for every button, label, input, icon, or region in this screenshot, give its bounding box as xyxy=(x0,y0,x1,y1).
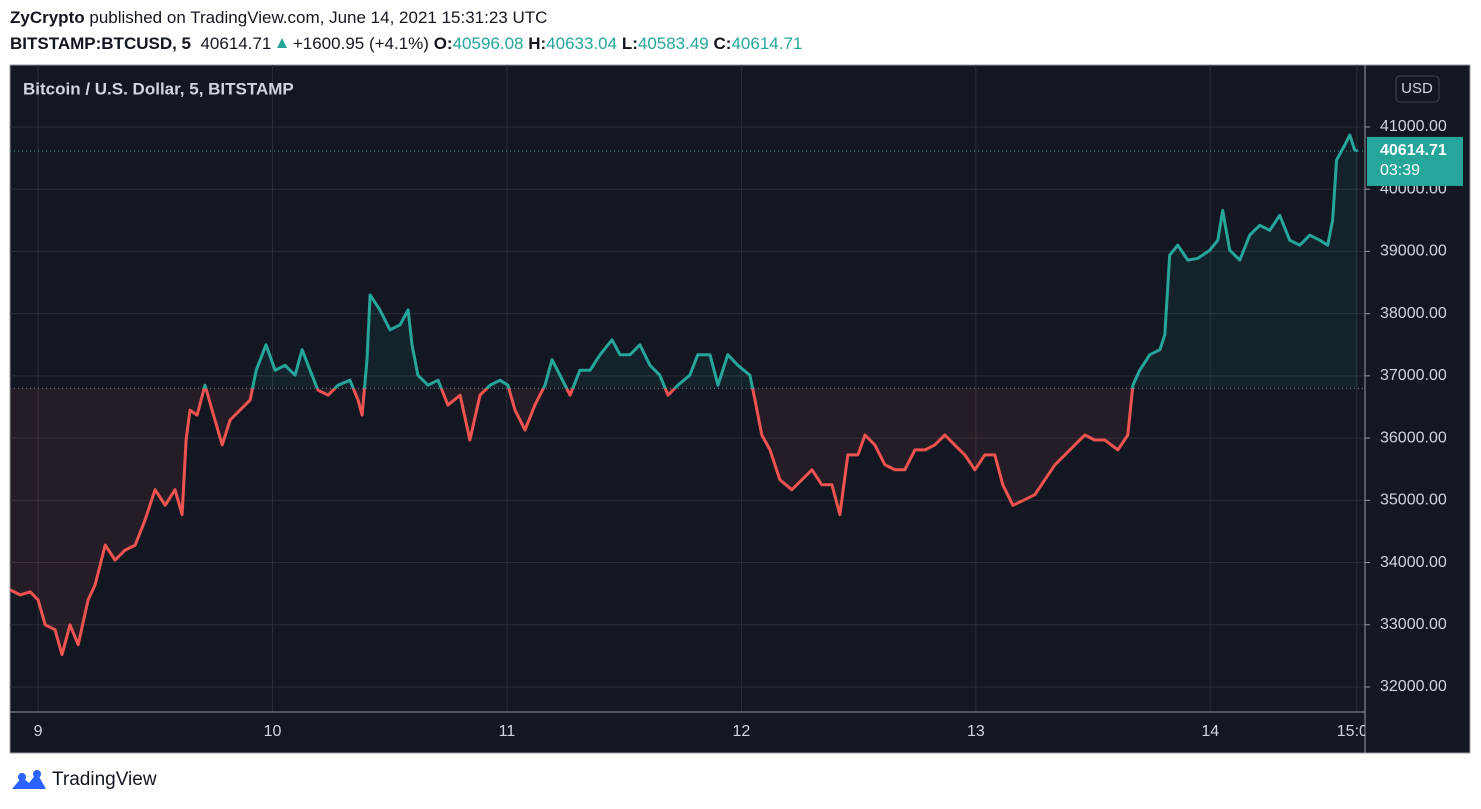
y-tick-label: 37000.00 xyxy=(1380,367,1447,384)
currency-box xyxy=(1395,75,1440,103)
countdown: 03:39 xyxy=(1380,162,1420,179)
last-price-box xyxy=(1367,136,1463,186)
logo xyxy=(12,770,46,789)
chart-background xyxy=(9,64,1471,754)
y-tick-label: 34000.00 xyxy=(1380,554,1447,571)
area xyxy=(10,135,1358,655)
up-arrow xyxy=(277,38,288,48)
published: published on TradingView.com, June 14, 2… xyxy=(89,8,548,27)
ohlc-value: 40633.04 xyxy=(546,34,618,53)
ohlc-label: L: xyxy=(621,34,638,53)
y-tick-label: 35000.00 xyxy=(1380,492,1447,509)
ohlc-label: O: xyxy=(433,34,453,53)
x-tick-label: 10 xyxy=(264,723,282,740)
last: 40614.71 xyxy=(200,34,272,53)
x-tick-label: 11 xyxy=(499,723,516,740)
ohlc: O:40596.08 H:40633.04 L:40583.49 C:40614… xyxy=(434,34,803,53)
x-tick-label: 12 xyxy=(733,723,751,740)
x-tick-label: 14 xyxy=(1201,723,1219,740)
ohlc-value: 40614.71 xyxy=(731,34,803,53)
symbol: BITSTAMP:BTCUSD, 5 xyxy=(10,34,192,53)
ohlc-value: 40583.49 xyxy=(637,34,709,53)
symbol-line: BITSTAMP:BTCUSD, 5 40614.71 +1600.95 (+4… xyxy=(10,34,802,54)
y-tick-label: 38000.00 xyxy=(1380,305,1447,322)
y-tick-label: 36000.00 xyxy=(1380,429,1447,446)
change: +1600.95 (+4.1%) xyxy=(292,34,429,53)
currency: USD xyxy=(1401,80,1433,97)
x-tick-label: 9 xyxy=(34,723,43,740)
footer: TradingView xyxy=(10,769,157,791)
publish-line: ZyCrypto published on TradingView.com, J… xyxy=(10,8,547,28)
publisher: ZyCrypto xyxy=(10,8,85,27)
y-tick-label: 33000.00 xyxy=(1380,616,1447,633)
y-tick-label: 41000.00 xyxy=(1380,118,1447,135)
x-tick-label: 15:00 xyxy=(1337,723,1377,740)
brand: TradingView xyxy=(52,769,157,790)
y-tick-label: 32000.00 xyxy=(1380,678,1447,695)
y-tick-label: 39000.00 xyxy=(1380,243,1447,260)
ohlc-label: C: xyxy=(713,34,732,53)
price-line xyxy=(10,133,1359,657)
chart-title: Bitcoin / U.S. Dollar, 5, BITSTAMP xyxy=(23,79,294,98)
last-price: 40614.71 xyxy=(1380,142,1447,159)
ohlc-value: 40596.08 xyxy=(452,34,524,53)
ohlc-label: H: xyxy=(528,34,547,53)
x-tick-label: 13 xyxy=(967,723,985,740)
y-tick-label: 40000.00 xyxy=(1380,180,1447,197)
